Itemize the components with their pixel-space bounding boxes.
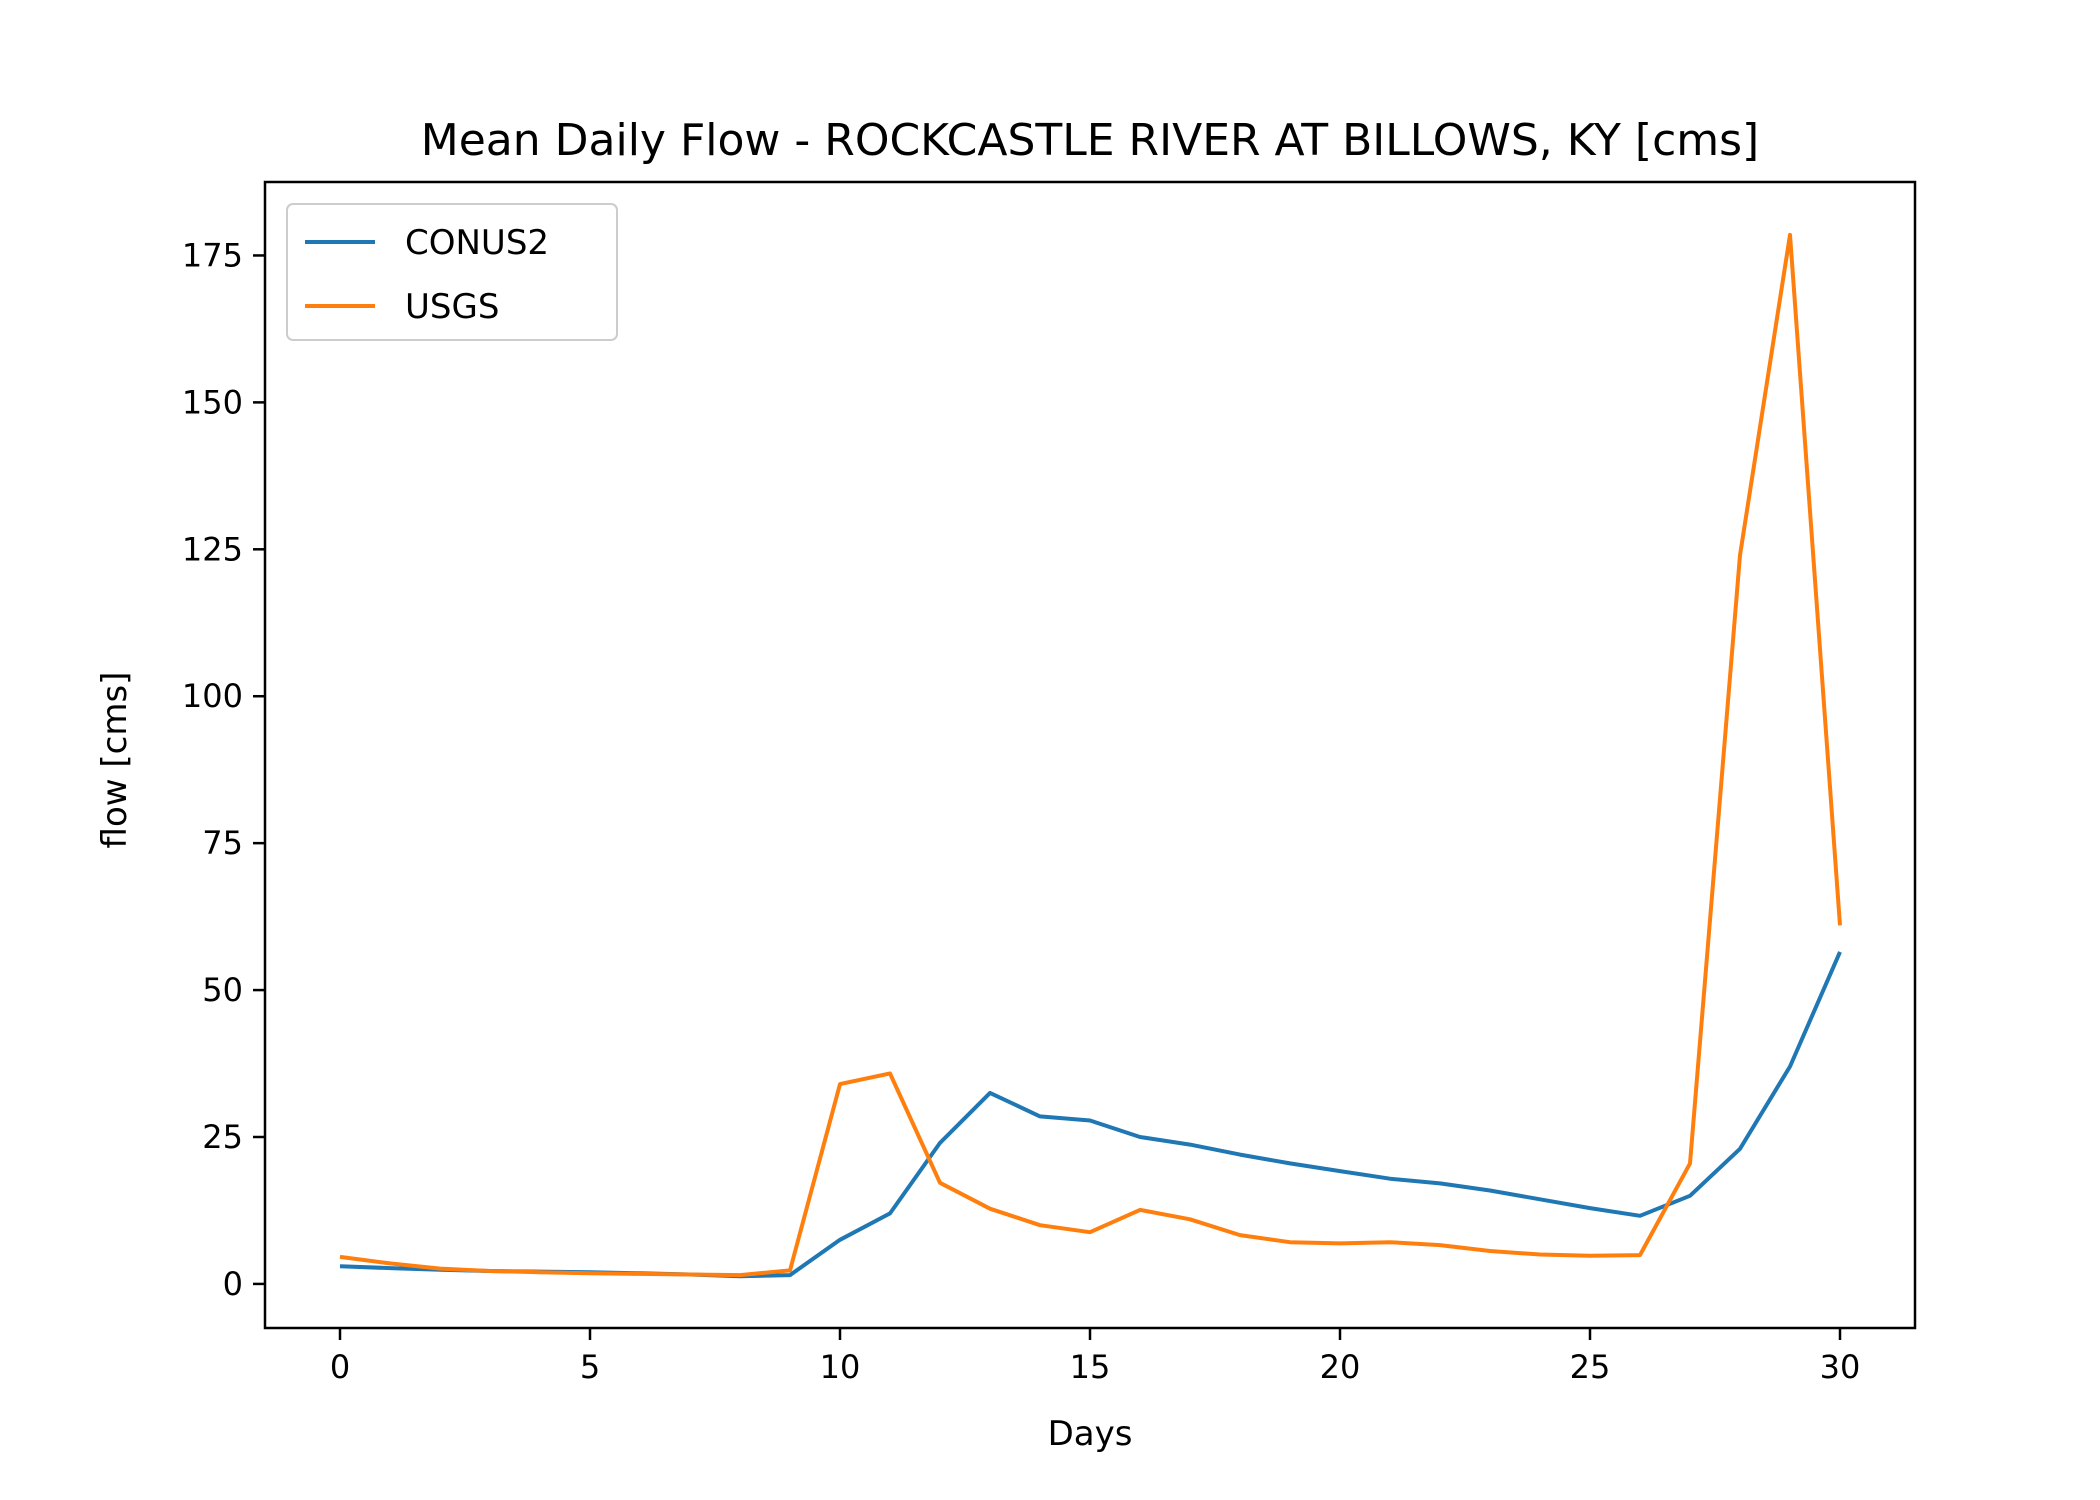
axes: 0 5 10 15 20 25 30 0 25 50 75 100 125 150 175 (182, 180, 1917, 1386)
y-tick-label: 50 (202, 971, 243, 1009)
x-axis-label: Days (1048, 1414, 1133, 1454)
series-line-usgs (339, 232, 1842, 1278)
x-tick-label: 0 (330, 1348, 350, 1386)
y-tick-label: 25 (202, 1118, 243, 1156)
plot-area (339, 232, 1842, 1279)
x-tick-label: 20 (1320, 1348, 1361, 1386)
x-tick-label: 15 (1070, 1348, 1111, 1386)
x-tick-label: 10 (820, 1348, 861, 1386)
y-tick-label: 100 (182, 677, 243, 715)
y-tick-label: 150 (182, 383, 243, 421)
y-axis-label: flow [cms] (95, 672, 135, 849)
y-tick-label: 175 (182, 236, 243, 274)
x-tick-label: 25 (1570, 1348, 1611, 1386)
legend-label-conus2: CONUS2 (405, 223, 549, 263)
x-tick-label: 30 (1820, 1348, 1861, 1386)
y-tick-label: 0 (223, 1265, 243, 1303)
x-tick-label: 5 (580, 1348, 600, 1386)
legend: CONUS2 USGS (286, 203, 618, 341)
chart-title: Mean Daily Flow - ROCKCASTLE RIVER AT BI… (421, 115, 1759, 166)
legend-label-usgs: USGS (405, 287, 499, 327)
y-tick-label: 125 (182, 530, 243, 568)
y-tick-label: 75 (202, 824, 243, 862)
